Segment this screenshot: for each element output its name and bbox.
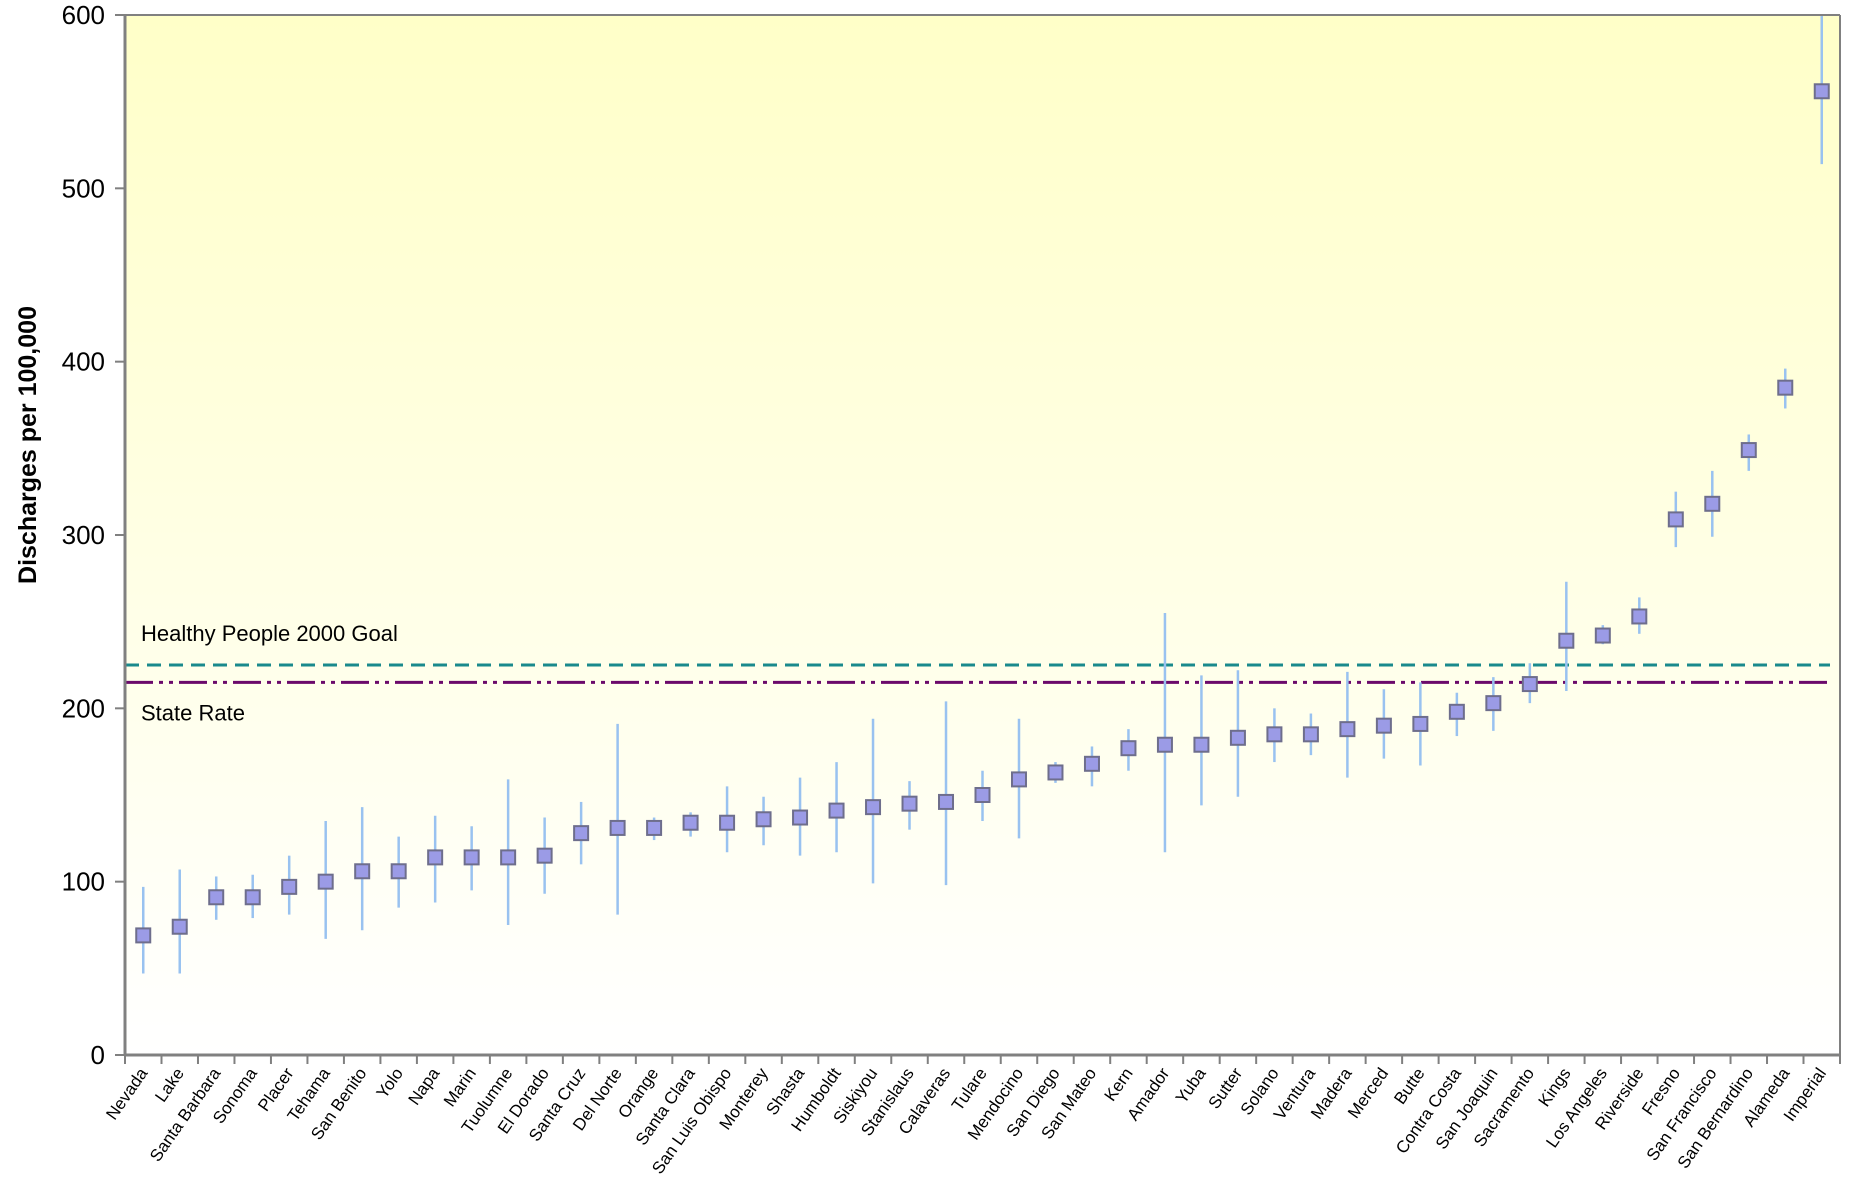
data-point (573, 825, 590, 842)
data-point (1740, 442, 1757, 459)
y-axis-ticks: 0 100 200 300 400 500 600 (62, 0, 125, 1070)
data-point (1156, 736, 1173, 753)
data-point (1339, 721, 1356, 738)
data-point (354, 863, 371, 880)
data-point (1448, 703, 1465, 720)
data-point (1229, 729, 1246, 746)
data-point (536, 847, 553, 864)
reference-lines (125, 663, 1830, 684)
data-point (244, 889, 261, 906)
data-point (1813, 83, 1830, 100)
y-tick-label: 100 (62, 867, 105, 897)
data-point (317, 873, 334, 890)
category-label: Nevada (102, 1064, 151, 1123)
category-label: Napa (405, 1064, 444, 1109)
data-point (427, 849, 444, 866)
data-point (1193, 736, 1210, 753)
y-tick-label: 600 (62, 0, 105, 30)
data-point (901, 795, 918, 812)
y-tick-label: 200 (62, 693, 105, 723)
reference-line-label: Healthy People 2000 Goal (141, 621, 398, 646)
reference-line-labels: Healthy People 2000 Goal State Rate (141, 621, 398, 725)
y-tick-label: 300 (62, 520, 105, 550)
category-label: Lake (151, 1064, 188, 1105)
data-point (828, 802, 845, 819)
data-point (682, 814, 699, 831)
data-point (1375, 717, 1392, 734)
data-point (1485, 695, 1502, 712)
data-point (390, 863, 407, 880)
y-tick-label: 500 (62, 173, 105, 203)
plot-background (125, 15, 1840, 1055)
data-point (755, 811, 772, 828)
data-point (1083, 755, 1100, 772)
y-tick-label: 0 (91, 1040, 105, 1070)
data-point (1777, 379, 1794, 396)
data-point (646, 819, 663, 836)
y-axis-label: Discharges per 100,000 (14, 306, 42, 584)
category-label: Yolo (373, 1064, 407, 1101)
data-point (974, 787, 991, 803)
data-point (1412, 715, 1429, 732)
reference-line-label: State Rate (141, 700, 245, 725)
data-point (281, 878, 298, 895)
data-markers (135, 83, 1830, 944)
data-point (1594, 627, 1611, 644)
data-point (1120, 740, 1137, 757)
data-point (719, 814, 736, 831)
data-point (1010, 771, 1027, 788)
data-point (1047, 764, 1064, 781)
data-point (463, 849, 480, 866)
data-point (1558, 632, 1575, 649)
data-point (171, 918, 188, 935)
data-point (500, 849, 517, 866)
y-tick-label: 400 (62, 347, 105, 377)
data-point (609, 819, 626, 836)
data-point (938, 793, 955, 810)
data-point (1302, 726, 1319, 743)
data-point (792, 809, 809, 826)
category-label: Kern (1101, 1064, 1137, 1104)
data-point (135, 927, 152, 944)
data-point (1704, 495, 1721, 512)
data-point (865, 799, 882, 816)
data-point (1631, 608, 1648, 625)
data-point (1266, 726, 1283, 743)
data-point (208, 889, 225, 906)
data-point (1667, 511, 1684, 528)
data-point (1521, 676, 1538, 693)
